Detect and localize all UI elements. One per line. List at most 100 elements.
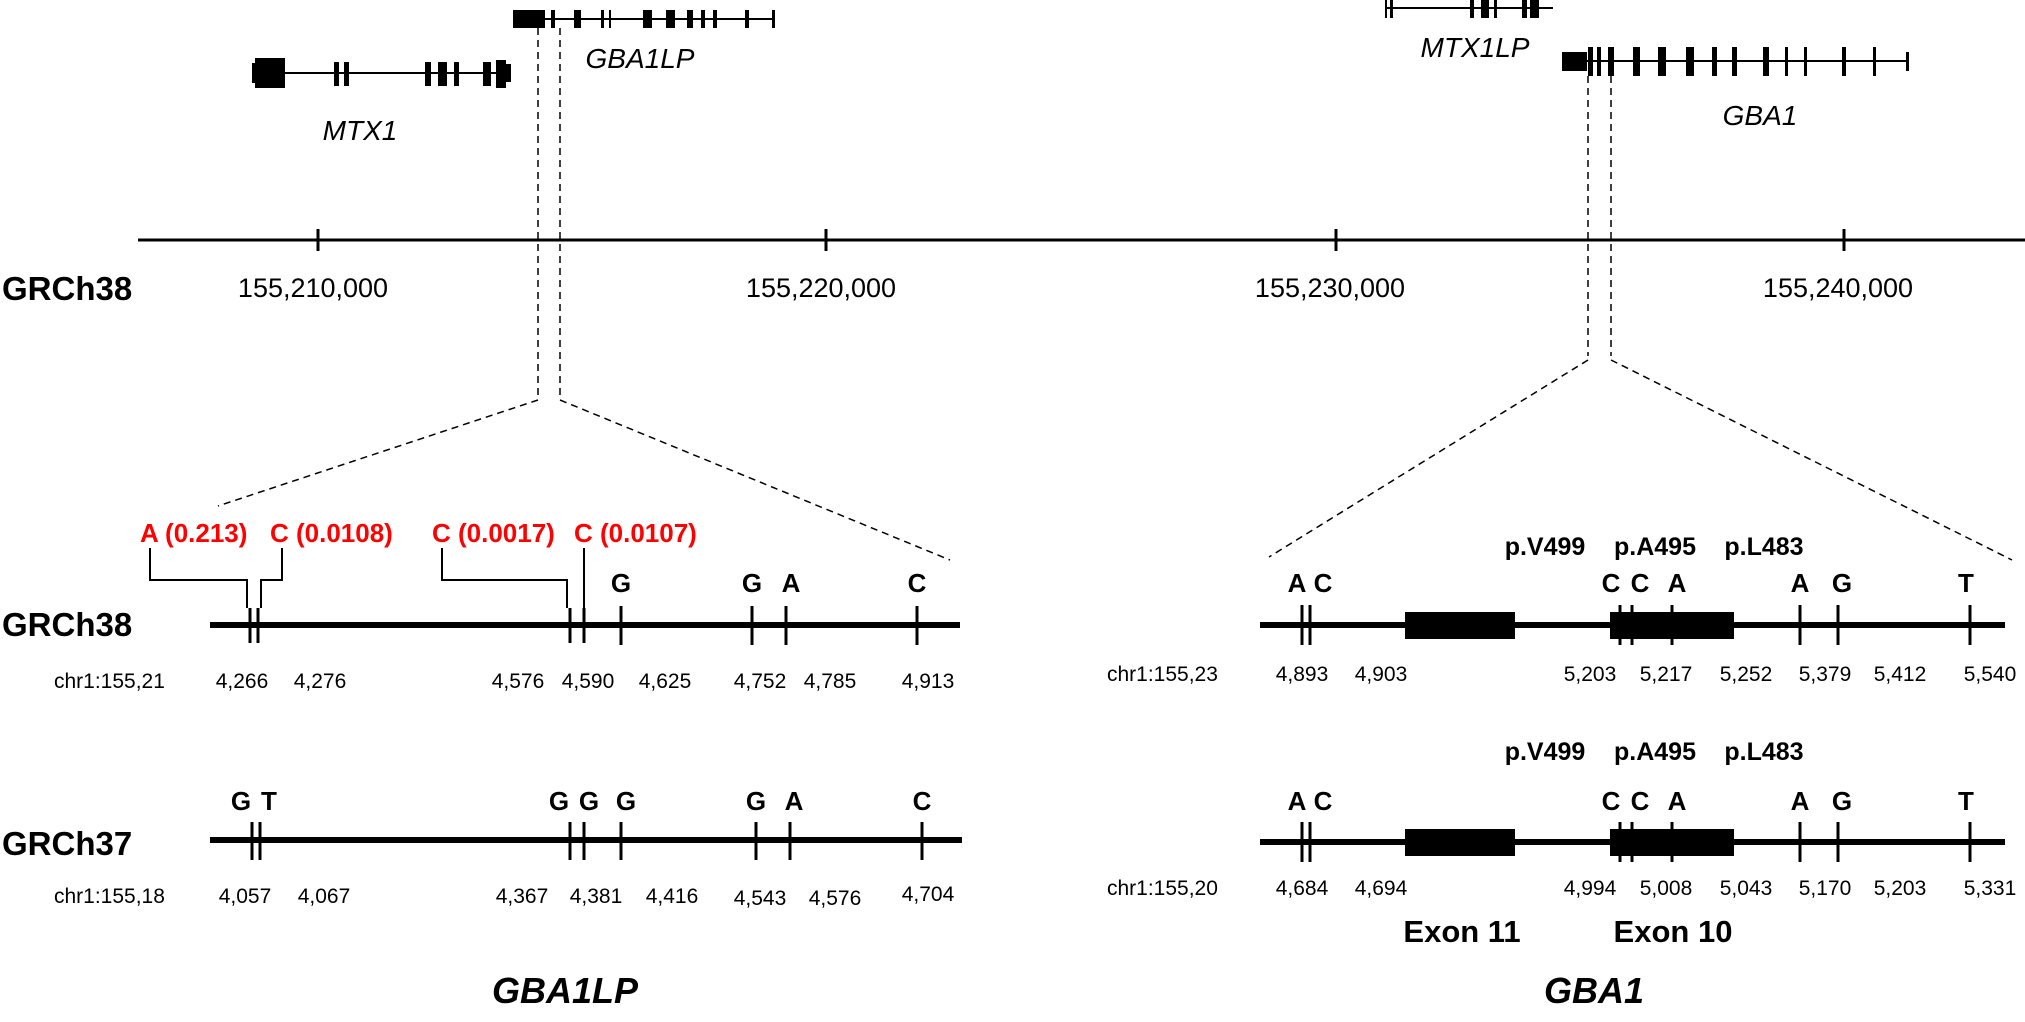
- gene-label-mtx1lp: MTX1LP: [1421, 32, 1530, 63]
- coordinate-prefix: chr1:155,21: [54, 670, 165, 693]
- variant-position: 4,590: [562, 670, 615, 693]
- variant-base: G: [1832, 786, 1852, 816]
- variant-base: G: [746, 786, 766, 816]
- axis-tick-label: 155,210,000: [238, 273, 388, 303]
- variant-base: G: [742, 568, 762, 598]
- variant-base: C: [913, 786, 932, 816]
- variant-position: 4,913: [902, 670, 955, 693]
- variant-position: 4,543: [734, 887, 787, 910]
- variant-position: 5,170: [1799, 877, 1852, 900]
- variant-position: 4,752: [734, 670, 787, 693]
- exon-label-10: Exon 10: [1614, 914, 1733, 949]
- protein-label: p.L483: [1724, 533, 1803, 561]
- variant-position: 5,540: [1964, 663, 2017, 686]
- variant-base: A: [1668, 786, 1687, 816]
- gba1lp-grch37-track: [210, 822, 962, 860]
- zoom-guide-right: [1268, 76, 2013, 561]
- variant-position: 5,252: [1720, 663, 1773, 686]
- axis-tick-label: 155,220,000: [746, 273, 896, 303]
- variant-position: 4,381: [570, 885, 623, 908]
- gene-model-mtx1: [252, 58, 511, 88]
- gba1lp-grch37-build-label: GRCh37: [2, 825, 132, 862]
- variant-position: 4,057: [219, 885, 272, 908]
- variant-base: C: [1314, 568, 1333, 598]
- gba1-grch38-track: [1260, 605, 2005, 645]
- variant-position: 4,785: [804, 670, 857, 693]
- gba1lp-grch38-track: [149, 548, 960, 645]
- variant-position: 4,893: [1276, 663, 1329, 686]
- exon-label-11: Exon 11: [1403, 914, 1520, 949]
- highlighted-allele: C (0.0108): [270, 518, 393, 548]
- panel-title-gba1: GBA1: [1544, 970, 1644, 1011]
- variant-base: T: [261, 786, 277, 816]
- variant-base: G: [549, 786, 569, 816]
- axis-tick-label: 155,240,000: [1763, 273, 1913, 303]
- variant-base: C: [1631, 786, 1650, 816]
- variant-position: 4,576: [809, 887, 862, 910]
- highlighted-allele: C (0.0017): [432, 518, 555, 548]
- variant-position: 5,331: [1964, 877, 2017, 900]
- main-axis: [138, 229, 2025, 251]
- variant-base: T: [1958, 568, 1974, 598]
- variant-position: 4,994: [1564, 877, 1617, 900]
- variant-position: 5,008: [1640, 877, 1693, 900]
- gene-label-gba1: GBA1: [1723, 100, 1798, 131]
- variant-base: G: [616, 786, 636, 816]
- variant-position: 5,043: [1720, 877, 1773, 900]
- highlighted-allele: A (0.213): [140, 518, 247, 548]
- variant-base: C: [1602, 568, 1621, 598]
- gene-label-mtx1: MTX1: [323, 115, 398, 146]
- variant-position: 5,379: [1799, 663, 1852, 686]
- protein-label: p.L483: [1724, 738, 1803, 766]
- variant-position: 5,412: [1874, 663, 1927, 686]
- protein-label: p.A495: [1614, 738, 1696, 766]
- variant-position: 5,217: [1640, 663, 1693, 686]
- variant-base: C: [1602, 786, 1621, 816]
- variant-base: A: [785, 786, 804, 816]
- coordinate-prefix: chr1:155,23: [1107, 663, 1218, 686]
- protein-label: p.V499: [1505, 738, 1586, 766]
- gba1-grch37-track: [1260, 822, 2005, 862]
- variant-base: C: [1631, 568, 1650, 598]
- gene-model-gba1: [1562, 47, 1909, 76]
- highlighted-allele: C (0.0107): [574, 518, 697, 548]
- main-axis-build-label: GRCh38: [2, 270, 132, 307]
- variant-base: T: [1958, 786, 1974, 816]
- variant-position: 4,903: [1355, 663, 1408, 686]
- variant-position: 4,276: [294, 670, 347, 693]
- variant-position: 5,203: [1874, 877, 1927, 900]
- variant-base: A: [1668, 568, 1687, 598]
- gene-model-mtx1lp: [1385, 0, 1553, 18]
- variant-position: 5,203: [1564, 663, 1617, 686]
- coordinate-prefix: chr1:155,20: [1107, 877, 1218, 900]
- variant-position: 4,367: [496, 885, 549, 908]
- gba1lp-grch38-build-label: GRCh38: [2, 606, 132, 643]
- variant-base: A: [782, 568, 801, 598]
- variant-position: 4,684: [1276, 877, 1329, 900]
- variant-base: A: [1791, 568, 1810, 598]
- variant-base: C: [908, 568, 927, 598]
- coordinate-prefix: chr1:155,18: [54, 885, 165, 908]
- variant-position: 4,704: [902, 883, 955, 906]
- variant-base: G: [231, 786, 251, 816]
- exon-11-block: [1405, 612, 1515, 639]
- panel-title-gba1lp: GBA1LP: [492, 970, 639, 1011]
- exon-11-block: [1405, 829, 1515, 856]
- variant-position: 4,416: [646, 885, 699, 908]
- variant-base: A: [1288, 786, 1307, 816]
- protein-label: p.V499: [1505, 533, 1586, 561]
- zoom-guide-left: [217, 28, 951, 561]
- variant-base: A: [1288, 568, 1307, 598]
- variant-position: 4,694: [1355, 877, 1408, 900]
- gene-label-gba1lp: GBA1LP: [586, 43, 695, 74]
- gene-model-gba1lp: [513, 10, 775, 28]
- variant-base: G: [611, 568, 631, 598]
- variant-position: 4,576: [492, 670, 545, 693]
- variant-position: 4,625: [639, 670, 692, 693]
- variant-position: 4,266: [216, 670, 269, 693]
- variant-base: G: [579, 786, 599, 816]
- variant-base: A: [1791, 786, 1810, 816]
- variant-base: G: [1832, 568, 1852, 598]
- axis-tick-label: 155,230,000: [1255, 273, 1405, 303]
